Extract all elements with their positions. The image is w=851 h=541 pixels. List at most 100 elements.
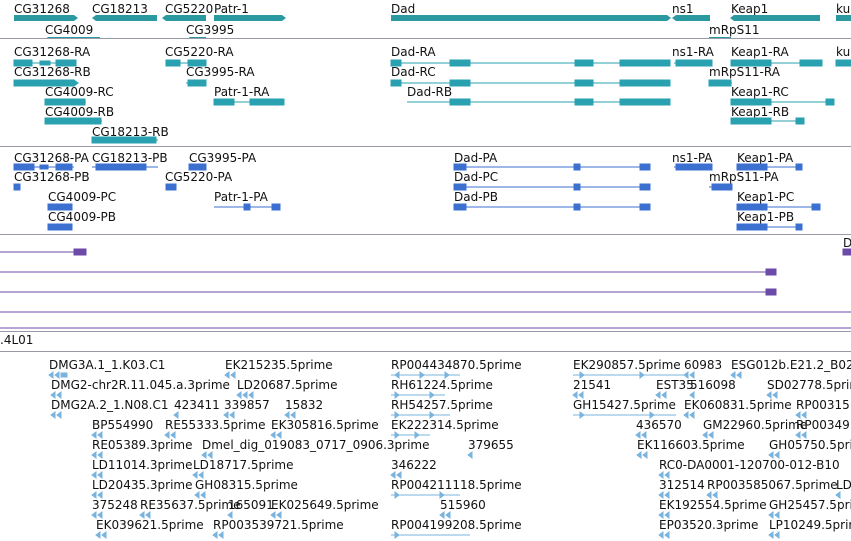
transcript-label: CG4009-RC bbox=[45, 85, 114, 99]
est-label: LP10249.5prime bbox=[769, 518, 851, 532]
transcript-label: CG31268-PB bbox=[14, 170, 90, 184]
est-track: DMG3A.1_1.K03.C1 EK215235.5prime RP00443… bbox=[0, 352, 851, 541]
est-label: Dmel_dig_019083_0717_0906.3prime bbox=[202, 438, 430, 452]
est-label: DMG2-chr2R.11.045.a.3prime bbox=[51, 378, 230, 392]
transcript-label: mRpS11-PA bbox=[709, 170, 779, 184]
transcript-label: CG18213-PB bbox=[92, 151, 168, 165]
transcript-label: Dad-RA bbox=[391, 45, 436, 59]
transcript-label: Patr-1-PA bbox=[214, 190, 268, 204]
transcript-label: ku bbox=[836, 45, 851, 59]
transcript-label: CG31268-RB bbox=[14, 65, 91, 79]
gene-label: CG3995 bbox=[186, 23, 235, 37]
protein-glyphs[interactable] bbox=[0, 147, 851, 234]
est-label: SD02778.5prime bbox=[767, 378, 851, 392]
est-label: LD20435.3prime bbox=[92, 478, 193, 492]
transcript-label: CG5220-PA bbox=[165, 170, 233, 184]
est-label: RE35637.5prime bbox=[140, 498, 241, 512]
est-label: LD18717.5prime bbox=[193, 458, 294, 472]
est-label: 436570 bbox=[636, 418, 682, 432]
transcript-label: Keap1-RB bbox=[731, 105, 790, 119]
transcript-label: CG4009-PC bbox=[48, 190, 117, 204]
est-label: LD11014.3prime bbox=[92, 458, 193, 472]
transcript-label: Dad-PB bbox=[454, 190, 499, 204]
transcript-label: Dad-PC bbox=[454, 170, 499, 184]
est-label: DMG3A.1_1.K03.C1 bbox=[49, 358, 166, 372]
est-glyphs[interactable] bbox=[0, 352, 851, 541]
gene-label: mRpS11 bbox=[709, 23, 760, 37]
transcript-label: CG3995-RA bbox=[186, 65, 255, 79]
est-label: LD20687.5prime bbox=[237, 378, 338, 392]
transcript-label: Keap1-PA bbox=[737, 151, 794, 165]
gene-label: Keap1 bbox=[731, 2, 769, 16]
protein-track: CG31268-PA CG18213-PB CG3995-PA Dad-PA n… bbox=[0, 147, 851, 234]
est-label: RH54257.5prime bbox=[391, 398, 493, 412]
track-divider bbox=[0, 331, 851, 332]
est-label: RP004434870.5prime bbox=[391, 358, 522, 372]
est-label: EP03520.3prime bbox=[659, 518, 759, 532]
est-label: EK215235.5prime bbox=[225, 358, 333, 372]
est-label: 15832 bbox=[285, 398, 324, 412]
est-label: RP004199208.5prime bbox=[391, 518, 522, 532]
est-label: ESG012b.E21.2_B02 bbox=[731, 358, 851, 372]
alignment-glyphs[interactable] bbox=[0, 235, 851, 331]
transcript-label: ns1-PA bbox=[672, 151, 713, 165]
est-label: EK116603.5prime bbox=[637, 438, 745, 452]
est-label: BP554990 bbox=[92, 418, 154, 432]
est-label: 339857 bbox=[224, 398, 270, 412]
est-label: EK192554.5prime bbox=[659, 498, 767, 512]
alignment-track: D bbox=[0, 235, 851, 331]
transcript-label: CG4009-PB bbox=[48, 210, 117, 224]
est-label: RP00315 bbox=[796, 398, 850, 412]
alignment-label: D bbox=[843, 236, 851, 250]
est-label: 312514 bbox=[659, 478, 705, 492]
gene-label: ns1 bbox=[672, 2, 694, 16]
est-label: RH61224.5prime bbox=[391, 378, 493, 392]
section-label: .4L01 bbox=[0, 333, 34, 347]
transcript-label: ns1-RA bbox=[672, 45, 714, 59]
transcript-label: mRpS11-RA bbox=[709, 65, 780, 79]
transcript-label: Keap1-PB bbox=[737, 210, 795, 224]
est-label: RP004211118.5prime bbox=[391, 478, 522, 492]
gene-label: CG18213 bbox=[92, 2, 148, 16]
est-label: EK290857.5prime bbox=[573, 358, 681, 372]
est-label: EK039621.5prime bbox=[96, 518, 204, 532]
transcript-label: Dad-RC bbox=[391, 65, 436, 79]
transcript-track: CG31268-RA CG5220-RA Dad-RA ns1-RA Keap1… bbox=[0, 39, 851, 146]
transcript-glyphs[interactable] bbox=[0, 39, 851, 146]
est-label: DMG2A.2_1.N08.C1 bbox=[51, 398, 169, 412]
est-label: RP003539721.5prime bbox=[213, 518, 344, 532]
transcript-label: CG4009-RB bbox=[45, 105, 115, 119]
gene-track: CG31268 CG18213 CG5220 Patr-1 Dad ns1 Ke… bbox=[0, 0, 851, 38]
track-divider bbox=[0, 146, 851, 147]
gene-label: Dad bbox=[391, 2, 416, 16]
est-label: 515960 bbox=[440, 498, 486, 512]
est-label: RE05389.3prime bbox=[92, 438, 193, 452]
transcript-label: CG18213-RB bbox=[92, 125, 169, 139]
est-label: RP003585067.5prime bbox=[707, 478, 838, 492]
track-divider bbox=[0, 234, 851, 235]
gene-label: CG5220 bbox=[165, 2, 214, 16]
transcript-label: Keap1-RC bbox=[731, 85, 789, 99]
est-label: EST35 bbox=[656, 378, 694, 392]
est-label: GH25457.5prime bbox=[769, 498, 851, 512]
est-label: GM22960.5prime bbox=[703, 418, 808, 432]
gene-glyphs[interactable] bbox=[0, 0, 851, 38]
est-label: EK222314.5prime bbox=[391, 418, 499, 432]
track-divider bbox=[0, 351, 851, 352]
transcript-label: Keap1-RA bbox=[731, 45, 789, 59]
transcript-label: CG3995-PA bbox=[189, 151, 257, 165]
transcript-label: Dad-PA bbox=[454, 151, 498, 165]
transcript-label: Keap1-PC bbox=[737, 190, 795, 204]
transcript-label: Patr-1-RA bbox=[214, 85, 270, 99]
transcript-label: Dad-RB bbox=[407, 85, 453, 99]
est-label: GH05750.5prime bbox=[769, 438, 851, 452]
est-label: RE55333.5prime bbox=[165, 418, 266, 432]
gene-label: CG4009 bbox=[45, 23, 94, 37]
est-label: LD bbox=[836, 478, 851, 492]
est-label: 21541 bbox=[573, 378, 612, 392]
est-label: EK305816.5prime bbox=[271, 418, 379, 432]
est-label: RP00349 bbox=[796, 418, 850, 432]
transcript-label: CG31268-RA bbox=[14, 45, 91, 59]
est-label: 165091 bbox=[228, 498, 274, 512]
est-label: EK060831.5prime bbox=[684, 398, 792, 412]
